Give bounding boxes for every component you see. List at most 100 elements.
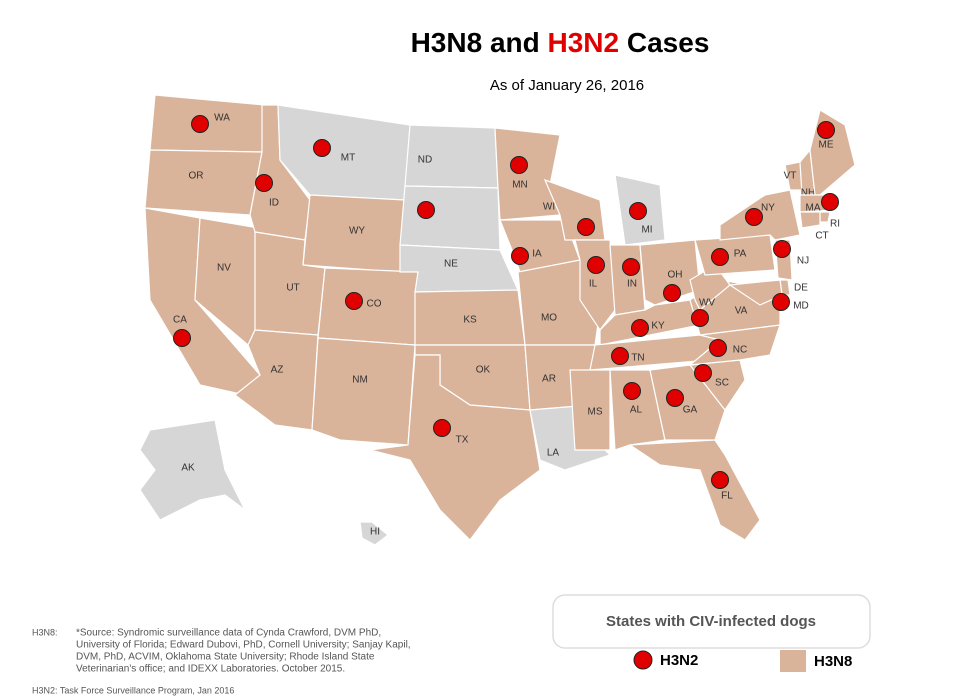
- h3n2-marker: [577, 218, 595, 236]
- h3n2-marker: [433, 419, 451, 437]
- state: [569, 369, 611, 451]
- state-label: CT: [815, 231, 828, 242]
- state-label: OK: [476, 365, 491, 376]
- title: H3N8 and H3N2 Cases: [411, 27, 710, 58]
- state-label: AR: [542, 374, 556, 385]
- h3n2-marker: [745, 208, 763, 226]
- state-label: VT: [784, 171, 797, 182]
- source-line: *Source: Syndromic surveillance data of …: [76, 628, 381, 639]
- h3n2-marker: [417, 201, 435, 219]
- state-label: MT: [341, 153, 355, 164]
- h3n2-marker: [313, 139, 331, 157]
- h3n2-marker: [772, 293, 790, 311]
- h3n2-marker: [663, 284, 681, 302]
- h3n2-marker: [629, 202, 647, 220]
- state-label: KS: [463, 315, 477, 326]
- state-label: AL: [630, 405, 643, 416]
- state-label: GA: [683, 405, 698, 416]
- state-label: AK: [181, 463, 195, 474]
- h3n2-marker: [711, 471, 729, 489]
- state-label: MA: [806, 203, 821, 214]
- h3n2-marker: [611, 347, 629, 365]
- state-label: UT: [286, 283, 299, 294]
- state: [139, 419, 246, 521]
- state-label: CA: [173, 315, 187, 326]
- subtitle: As of January 26, 2016: [490, 77, 644, 94]
- state-label: AZ: [271, 365, 284, 376]
- state-label: SC: [715, 378, 729, 389]
- state: [599, 299, 701, 346]
- state: [369, 354, 541, 541]
- source-line: University of Florida; Edward Dubovi, Ph…: [76, 640, 411, 651]
- state-label: MD: [793, 301, 809, 312]
- legend-h3n2-label: H3N2: [660, 652, 698, 669]
- state-label: WV: [699, 298, 715, 309]
- h3n2-marker: [691, 309, 709, 327]
- h3n2-marker: [622, 258, 640, 276]
- state-label: HI: [370, 527, 380, 538]
- source-text: *Source: Syndromic surveillance data of …: [76, 628, 411, 675]
- legend-h3n2-swatch: [633, 650, 653, 670]
- h3n2-marker: [694, 364, 712, 382]
- state-label: MO: [541, 313, 557, 324]
- state: [311, 337, 416, 446]
- state-label: NJ: [797, 256, 809, 267]
- h3n2-marker: [191, 115, 209, 133]
- state-label: OH: [668, 270, 683, 281]
- h3n2-marker: [773, 240, 791, 258]
- state: [144, 149, 263, 216]
- state-label: IA: [532, 249, 542, 260]
- h3n2-marker: [255, 174, 273, 192]
- state-label: WI: [543, 202, 555, 213]
- state-label: VA: [735, 306, 748, 317]
- h3n2-marker: [511, 247, 529, 265]
- state-label: TN: [631, 353, 644, 364]
- state-label: NE: [444, 259, 458, 270]
- state-label: NH: [801, 188, 815, 199]
- state: [809, 109, 856, 196]
- title-part: H3N8 and: [411, 27, 548, 58]
- h3n2-marker: [510, 156, 528, 174]
- h3n2-marker: [711, 248, 729, 266]
- state-label: OR: [189, 171, 204, 182]
- state-label: WY: [349, 226, 365, 237]
- state-label: NC: [733, 345, 747, 356]
- h3n2-marker: [345, 292, 363, 310]
- state-label: MS: [588, 407, 603, 418]
- h3n2-marker: [631, 319, 649, 337]
- source-line: Veterinarian's office; and IDEXX Laborat…: [76, 664, 345, 675]
- h3n2-marker: [709, 339, 727, 357]
- h3n2-marker: [817, 121, 835, 139]
- state-label: NM: [352, 375, 368, 386]
- legend-h3n8-swatch: [780, 650, 806, 672]
- state-label: DE: [794, 283, 808, 294]
- legend-title: States with CIV-infected dogs: [606, 613, 816, 630]
- source-h3n2: H3N2: Task Force Surveillance Program, J…: [32, 685, 234, 695]
- state-label: WA: [214, 113, 230, 124]
- state: [399, 244, 519, 293]
- state-label: MI: [641, 225, 652, 236]
- state-label: MN: [512, 180, 528, 191]
- state-label: ME: [819, 140, 834, 151]
- legend-box: [552, 594, 871, 649]
- us-map: WAORCANVIDMTWYUTAZCONMNDSDNEKSOKTXMNIAMO…: [139, 94, 856, 546]
- state: [649, 364, 726, 441]
- state-label: IL: [589, 279, 598, 290]
- h3n2-marker: [623, 382, 641, 400]
- state-label: IN: [627, 279, 637, 290]
- state-label: FL: [721, 491, 733, 502]
- state-label: TX: [456, 435, 469, 446]
- state-label: PA: [734, 249, 747, 260]
- state: [819, 211, 831, 223]
- state-label: CO: [367, 299, 382, 310]
- h3n2-marker: [587, 256, 605, 274]
- h3n2-marker: [173, 329, 191, 347]
- state: [399, 185, 501, 251]
- state-label: NV: [217, 263, 231, 274]
- state: [799, 211, 821, 229]
- state-label: ND: [418, 155, 432, 166]
- state-label: RI: [830, 219, 840, 230]
- h3n2-marker: [666, 389, 684, 407]
- state: [359, 521, 389, 546]
- legend-h3n8-label: H3N8: [814, 653, 852, 670]
